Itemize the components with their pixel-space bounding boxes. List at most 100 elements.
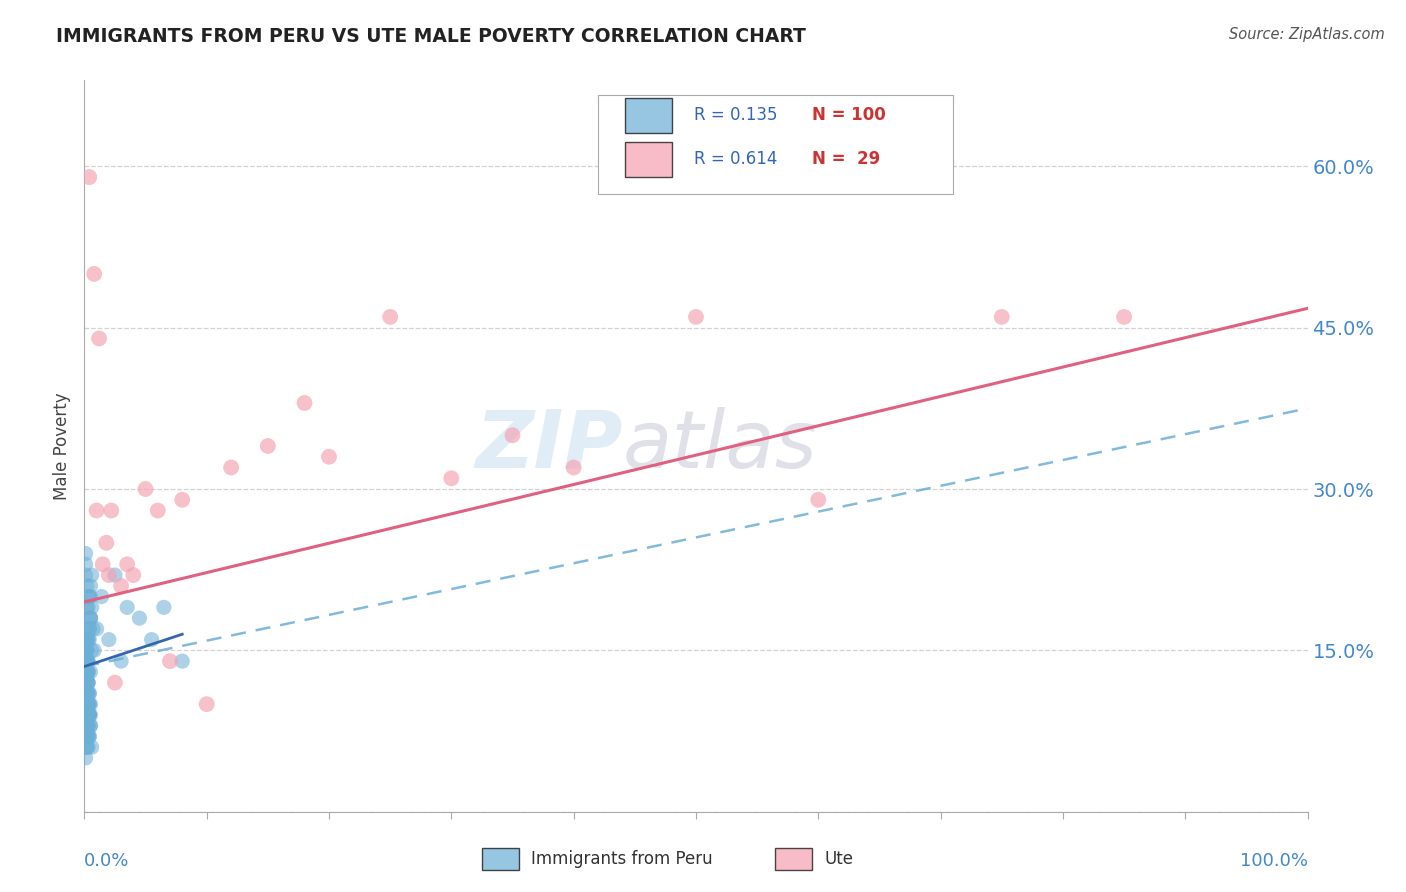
- Point: [79, 707, 101, 722]
- Point: [75, 643, 97, 657]
- Point: [257, 439, 280, 453]
- Point: [76, 740, 98, 755]
- Point: [75, 751, 97, 765]
- Y-axis label: Male Poverty: Male Poverty: [53, 392, 72, 500]
- Text: R = 0.135: R = 0.135: [693, 106, 778, 124]
- Point: [104, 568, 127, 582]
- Point: [76, 665, 98, 679]
- Point: [172, 654, 194, 668]
- Point: [75, 686, 97, 700]
- FancyBboxPatch shape: [626, 98, 672, 133]
- Point: [77, 654, 100, 668]
- Point: [79, 697, 101, 711]
- FancyBboxPatch shape: [482, 848, 519, 871]
- Point: [135, 482, 157, 496]
- Point: [153, 600, 176, 615]
- Point: [97, 632, 120, 647]
- Point: [75, 730, 97, 744]
- Point: [82, 622, 104, 636]
- Text: Immigrants from Peru: Immigrants from Peru: [531, 850, 713, 868]
- Point: [685, 310, 707, 324]
- Point: [76, 579, 98, 593]
- Point: [76, 675, 98, 690]
- Point: [80, 600, 103, 615]
- Point: [77, 622, 100, 636]
- Point: [77, 170, 100, 185]
- FancyBboxPatch shape: [598, 95, 953, 194]
- Point: [83, 267, 105, 281]
- Point: [110, 579, 132, 593]
- Point: [75, 697, 97, 711]
- Point: [76, 654, 98, 668]
- Point: [79, 719, 101, 733]
- Point: [77, 686, 100, 700]
- Point: [115, 558, 138, 572]
- Point: [77, 590, 100, 604]
- Point: [77, 665, 100, 679]
- Point: [77, 707, 100, 722]
- Point: [122, 568, 145, 582]
- Point: [86, 622, 108, 636]
- Point: [502, 428, 524, 442]
- Point: [77, 632, 100, 647]
- Text: atlas: atlas: [623, 407, 817, 485]
- Point: [75, 730, 97, 744]
- Point: [76, 643, 98, 657]
- Point: [77, 675, 100, 690]
- Point: [172, 492, 194, 507]
- Point: [77, 697, 100, 711]
- Point: [80, 568, 103, 582]
- Point: [91, 558, 114, 572]
- Point: [83, 643, 105, 657]
- Point: [380, 310, 402, 324]
- Point: [79, 590, 101, 604]
- Point: [77, 740, 100, 755]
- Text: Ute: Ute: [824, 850, 853, 868]
- Point: [75, 558, 97, 572]
- Point: [77, 707, 100, 722]
- Point: [76, 654, 98, 668]
- Text: 0.0%: 0.0%: [84, 852, 129, 870]
- Point: [77, 697, 100, 711]
- Point: [141, 632, 163, 647]
- Text: R = 0.614: R = 0.614: [693, 150, 778, 168]
- Point: [77, 707, 100, 722]
- Point: [77, 686, 100, 700]
- Point: [76, 643, 98, 657]
- Point: [76, 686, 98, 700]
- Point: [128, 611, 150, 625]
- Point: [77, 719, 100, 733]
- Point: [87, 331, 110, 345]
- Point: [76, 740, 98, 755]
- Point: [96, 536, 118, 550]
- Point: [80, 643, 103, 657]
- Point: [77, 665, 100, 679]
- Point: [75, 622, 97, 636]
- Text: IMMIGRANTS FROM PERU VS UTE MALE POVERTY CORRELATION CHART: IMMIGRANTS FROM PERU VS UTE MALE POVERTY…: [56, 27, 806, 45]
- Point: [76, 632, 98, 647]
- Point: [77, 665, 100, 679]
- Point: [79, 611, 101, 625]
- Point: [76, 719, 98, 733]
- Point: [77, 707, 100, 722]
- Point: [104, 675, 127, 690]
- Text: 100.0%: 100.0%: [1240, 852, 1308, 870]
- Point: [79, 719, 101, 733]
- Point: [76, 665, 98, 679]
- Point: [75, 632, 97, 647]
- Point: [562, 460, 585, 475]
- Point: [76, 654, 98, 668]
- Point: [75, 665, 97, 679]
- Point: [77, 730, 100, 744]
- Point: [79, 611, 101, 625]
- Point: [75, 568, 97, 582]
- Point: [90, 590, 112, 604]
- Point: [75, 707, 97, 722]
- Point: [97, 568, 120, 582]
- Point: [80, 740, 103, 755]
- Point: [75, 547, 97, 561]
- Point: [75, 643, 97, 657]
- Point: [76, 654, 98, 668]
- Point: [77, 632, 100, 647]
- Point: [100, 503, 122, 517]
